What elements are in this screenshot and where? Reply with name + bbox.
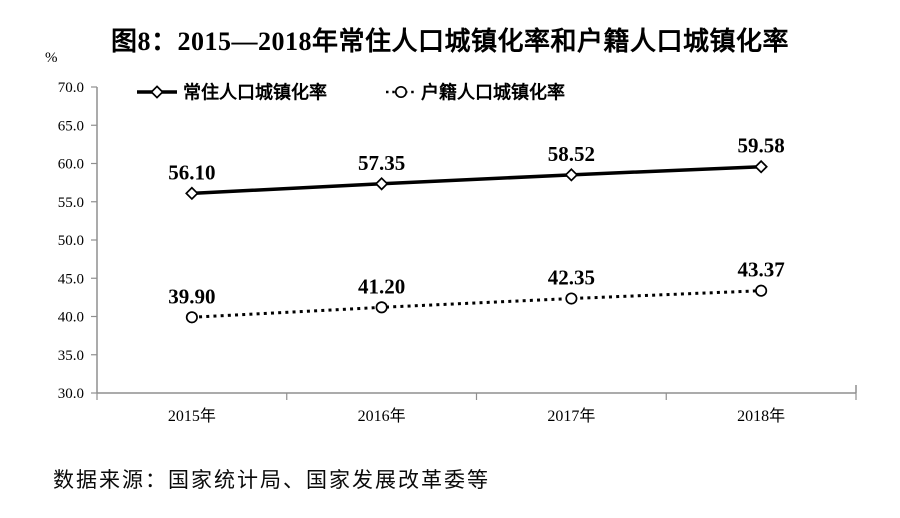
legend: 常住人口城镇化率 户籍人口城镇化率 [137, 82, 565, 103]
data-point-label: 59.58 [738, 134, 785, 158]
x-tick-label: 2016年 [358, 407, 406, 425]
data-point-marker [374, 176, 389, 191]
y-tick-label: 50.0 [58, 233, 84, 249]
data-point-label: 42.35 [548, 266, 595, 290]
x-tick-label: 2018年 [737, 407, 785, 425]
series-line-1 [191, 289, 762, 319]
y-tick-label: 55.0 [58, 195, 84, 211]
y-tick-label: 45.0 [58, 271, 84, 287]
data-point-marker [185, 186, 199, 201]
y-tick-label: 60.0 [58, 157, 84, 173]
data-point-marker [565, 292, 578, 305]
legend-label-1: 户籍人口城镇化率 [421, 82, 565, 103]
data-point-label: 43.37 [738, 258, 785, 282]
series-line-0 [191, 164, 762, 196]
data-point-marker [564, 168, 579, 182]
data-point-label: 58.52 [548, 142, 595, 166]
y-tick-label: 30.0 [58, 386, 84, 402]
legend-marker-0 [150, 85, 164, 99]
data-point-marker [754, 159, 768, 174]
data-point-marker [185, 311, 198, 324]
data-point-marker [755, 284, 768, 297]
legend-label-0: 常住人口城镇化率 [183, 82, 327, 103]
data-point-label: 39.90 [168, 284, 215, 308]
data-point-label: 56.10 [168, 160, 215, 184]
data-point-marker [375, 301, 388, 314]
y-tick-label: 65.0 [58, 118, 84, 134]
x-tick-label: 2017年 [547, 407, 595, 425]
y-axis-unit-label: % [45, 50, 58, 66]
legend-marker-1 [394, 85, 408, 99]
y-tick-label: 35.0 [58, 348, 84, 364]
data-point-label: 41.20 [358, 274, 405, 298]
y-tick-label: 40.0 [58, 310, 84, 326]
x-tick-label: 2015年 [168, 407, 216, 425]
source-note: 数据来源：国家统计局、国家发展改革委等 [53, 469, 490, 492]
y-tick-label: 70.0 [58, 80, 84, 96]
data-point-label: 57.35 [358, 151, 405, 175]
chart-title: 图8：2015—2018年常住人口城镇化率和户籍人口城镇化率 [110, 27, 789, 56]
